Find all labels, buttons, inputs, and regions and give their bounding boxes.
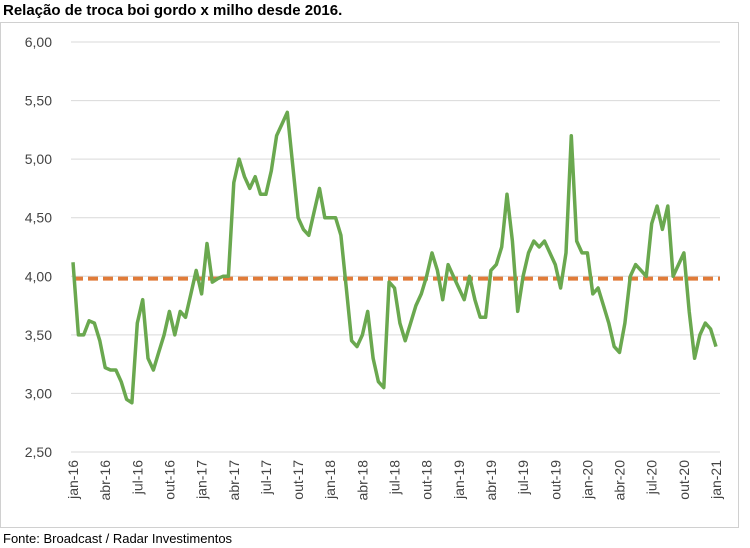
y-tick-label: 4,00 (25, 268, 52, 284)
chart-title: Relação de troca boi gordo x milho desde… (3, 2, 342, 19)
y-tick-label: 2,50 (25, 444, 52, 460)
x-tick-label: jan-18 (322, 460, 338, 500)
x-tick-label: abr-16 (97, 460, 113, 501)
y-tick-label: 5,00 (25, 151, 52, 167)
x-tick-label: abr-19 (483, 460, 499, 501)
x-tick-label: out-17 (290, 460, 306, 500)
x-tick-label: out-20 (676, 460, 692, 500)
chart-frame (0, 22, 739, 528)
x-tick-label: out-19 (547, 460, 563, 500)
x-tick-label: jan-20 (579, 460, 595, 500)
x-tick-label: jan-19 (451, 460, 467, 500)
y-tick-label: 5,50 (25, 93, 52, 109)
y-tick-label: 4,50 (25, 210, 52, 226)
x-tick-label: out-18 (419, 460, 435, 500)
x-tick-label: jul-17 (258, 460, 274, 495)
x-tick-label: jan-16 (65, 460, 81, 500)
x-tick-label: jul-16 (129, 460, 145, 495)
x-tick-label: jul-19 (515, 460, 531, 495)
x-tick-label: out-16 (161, 460, 177, 500)
y-tick-label: 3,00 (25, 385, 52, 401)
source-note: Fonte: Broadcast / Radar Investimentos (3, 531, 233, 546)
data-line (71, 110, 718, 405)
x-tick-label: abr-20 (612, 460, 628, 501)
x-tick-label: jul-20 (644, 460, 660, 495)
x-tick-label: jul-18 (387, 460, 403, 495)
y-tick-label: 3,50 (25, 327, 52, 343)
x-tick-label: abr-18 (354, 460, 370, 501)
x-tick-label: jan-21 (708, 460, 724, 500)
x-tick-label: jan-17 (194, 460, 210, 500)
y-tick-label: 6,00 (25, 34, 52, 50)
x-tick-label: abr-17 (226, 460, 242, 501)
